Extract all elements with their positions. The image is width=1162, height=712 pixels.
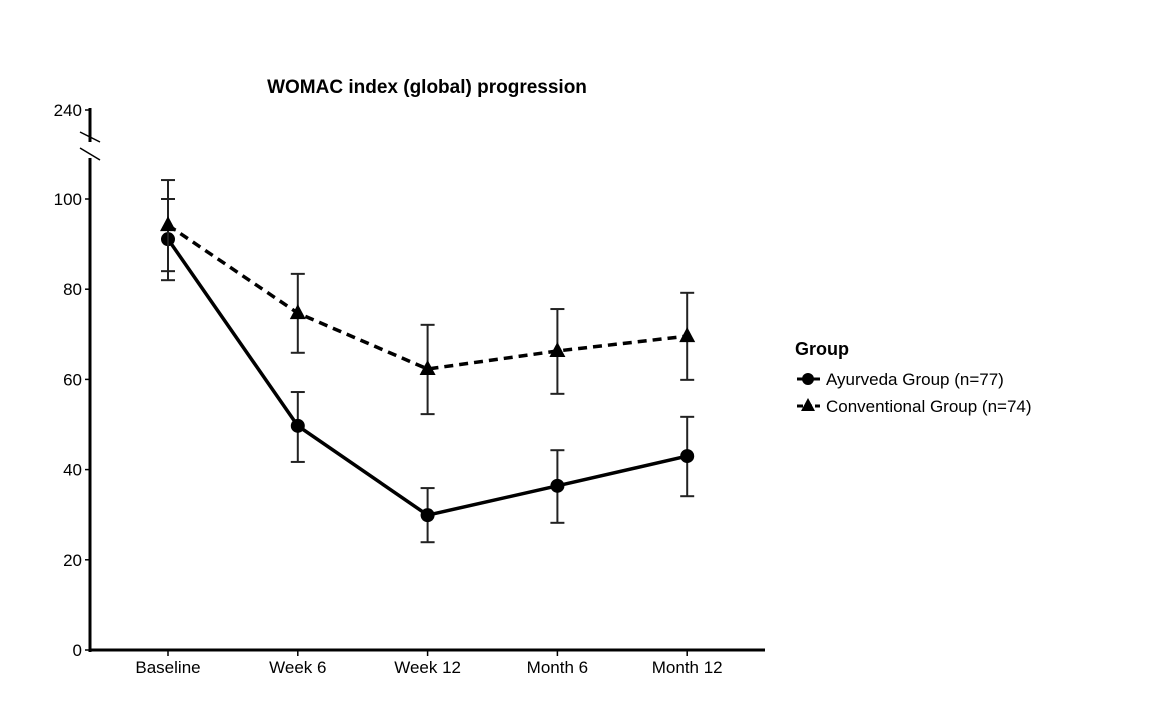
legend: Group Ayurveda Group (n=77) Conventional …: [795, 339, 1032, 416]
data-point: [802, 373, 814, 385]
legend-label: Conventional Group (n=74): [826, 397, 1032, 416]
y-tick-label: 80: [63, 280, 82, 299]
y-tick-label: 100: [54, 190, 82, 209]
chart-title: WOMAC index (global) progression: [267, 77, 587, 98]
x-tick-label: Month 12: [652, 658, 723, 677]
data-point: [160, 216, 176, 232]
y-tick-label: 40: [63, 461, 82, 480]
x-tick-label: Baseline: [135, 658, 200, 677]
y-tick-label: 0: [73, 641, 82, 660]
series-line: [167, 223, 688, 371]
data-point: [801, 398, 815, 411]
legend-title: Group: [795, 339, 849, 359]
y-axis-break-mark: [79, 147, 101, 161]
x-tick-label: Week 12: [394, 658, 461, 677]
data-point: [680, 449, 695, 464]
x-tick-label: Week 6: [269, 658, 326, 677]
y-axis-break-mark: [79, 131, 101, 143]
data-point: [419, 360, 436, 376]
data-point: [420, 508, 435, 523]
y-tick-label: 20: [63, 551, 82, 570]
series-conventional: [160, 179, 696, 416]
legend-label: Ayurveda Group (n=77): [826, 370, 1004, 389]
x-tick-label: Month 6: [527, 658, 588, 677]
data-point: [289, 304, 306, 320]
y-tick-label: 240: [54, 101, 82, 120]
data-point: [290, 418, 305, 433]
data-point: [550, 478, 565, 493]
data-point: [679, 327, 696, 343]
data-point: [549, 341, 566, 357]
y-tick-label: 60: [63, 370, 82, 389]
